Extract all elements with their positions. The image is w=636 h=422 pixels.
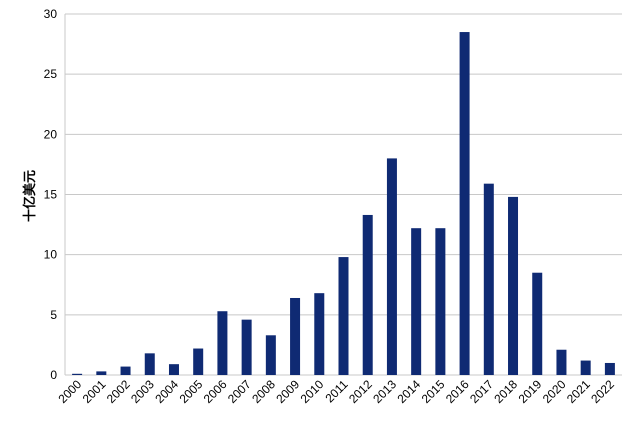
y-tick-label: 25 xyxy=(44,67,58,81)
x-tick-label: 2006 xyxy=(201,377,230,406)
bar xyxy=(508,196,519,375)
bar xyxy=(435,228,446,375)
bar xyxy=(72,373,83,375)
x-tick-label: 2010 xyxy=(298,377,327,406)
y-tick-label: 20 xyxy=(44,127,58,141)
bar xyxy=(265,335,276,375)
x-tick-label: 2004 xyxy=(152,377,181,406)
x-tick-label: 2003 xyxy=(128,377,157,406)
x-tick-label: 2015 xyxy=(419,377,448,406)
y-axis-label: 十亿美元 xyxy=(22,170,37,222)
bar xyxy=(362,214,373,375)
y-tick-label: 15 xyxy=(44,188,58,202)
bar xyxy=(217,311,228,375)
x-tick-label: 2013 xyxy=(370,377,399,406)
x-tick-label: 2008 xyxy=(249,377,278,406)
x-tick-label: 2016 xyxy=(443,377,472,406)
x-tick-label: 2012 xyxy=(346,377,375,406)
bar xyxy=(386,158,397,375)
x-tick-label: 2001 xyxy=(80,377,109,406)
bar xyxy=(532,272,543,375)
x-tick-label: 2002 xyxy=(104,377,133,406)
x-tick-label: 2014 xyxy=(394,377,423,406)
x-tick-label: 2022 xyxy=(588,377,617,406)
y-tick-label: 30 xyxy=(44,7,58,21)
bar xyxy=(144,353,155,375)
x-tick-label: 2021 xyxy=(564,377,593,406)
bar xyxy=(193,348,204,375)
bar xyxy=(96,371,107,375)
bar xyxy=(580,360,591,375)
y-tick-label: 10 xyxy=(44,248,58,262)
bar xyxy=(604,362,615,375)
bar xyxy=(483,183,494,375)
y-tick-label: 5 xyxy=(50,308,57,322)
x-tick-label: 2017 xyxy=(467,377,496,406)
x-tick-label: 2009 xyxy=(273,377,302,406)
x-tick-label: 2011 xyxy=(322,377,350,405)
bar xyxy=(168,364,179,375)
x-tick-label: 2018 xyxy=(491,377,520,406)
y-tick-label: 0 xyxy=(50,368,57,382)
bar xyxy=(314,293,325,375)
x-tick-label: 2000 xyxy=(55,377,84,406)
x-tick-label: 2005 xyxy=(177,377,206,406)
bar xyxy=(120,366,131,375)
bar xyxy=(290,297,301,375)
bar xyxy=(411,228,422,375)
bar xyxy=(556,349,567,375)
bar xyxy=(241,319,252,375)
bar xyxy=(459,32,470,376)
x-tick-label: 2019 xyxy=(516,377,545,406)
x-tick-label: 2007 xyxy=(225,377,254,406)
x-tick-label: 2020 xyxy=(540,377,569,406)
bar xyxy=(338,257,349,375)
